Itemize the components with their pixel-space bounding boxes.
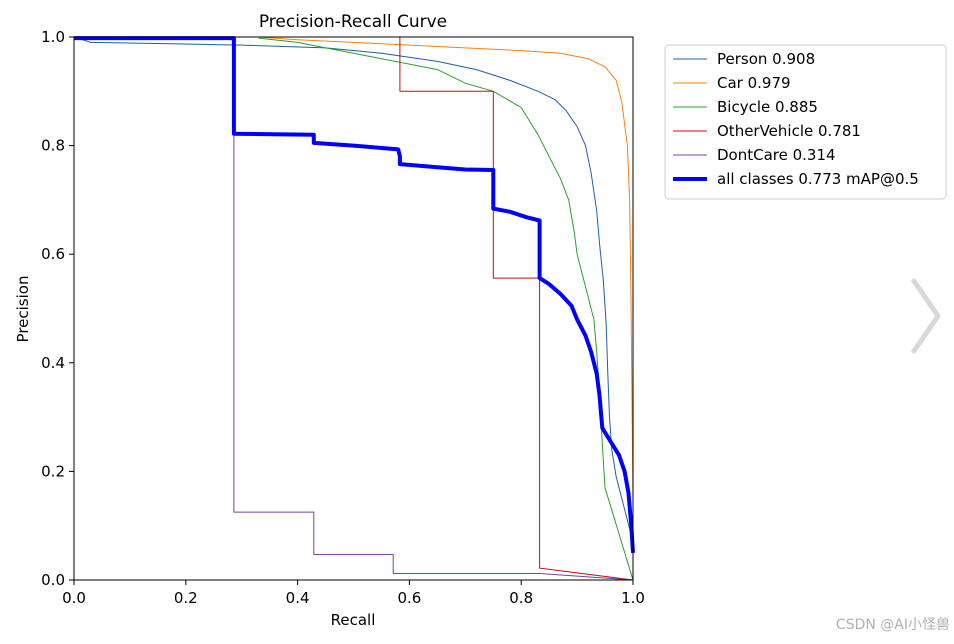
x-tick-label: 0.8 bbox=[509, 589, 533, 607]
legend-label: Car 0.979 bbox=[717, 74, 791, 92]
series-line-othervehicle bbox=[399, 37, 634, 581]
legend-label: Person 0.908 bbox=[717, 50, 815, 68]
axes-frame bbox=[73, 36, 634, 581]
y-axis-label: Precision bbox=[14, 276, 32, 343]
x-tick-label: 0.4 bbox=[286, 589, 310, 607]
legend-label: Bicycle 0.885 bbox=[717, 98, 818, 116]
series-line-dontcare bbox=[233, 37, 634, 581]
y-tick-label: 0.8 bbox=[41, 137, 65, 155]
series-line-car bbox=[258, 36, 634, 580]
legend-label: OtherVehicle 0.781 bbox=[717, 122, 861, 140]
axes: 0.0 0.2 0.4 0.6 0.8 1.0 0.0 0.2 0.4 0.6 0.8 1.0 bbox=[41, 28, 645, 607]
y-tick-label: 0.0 bbox=[41, 571, 65, 589]
series-line-all bbox=[74, 36, 635, 554]
next-arrow-button[interactable] bbox=[911, 278, 941, 354]
x-tick-label: 1.0 bbox=[621, 589, 645, 607]
chevron-right-icon bbox=[911, 278, 941, 354]
x-axis-label: Recall bbox=[331, 611, 376, 629]
watermark: CSDN @AI小怪兽 bbox=[836, 617, 950, 633]
x-tick-label: 0.0 bbox=[62, 589, 86, 607]
legend: Person 0.908 Car 0.979 Bicycle 0.885 OtherV… bbox=[664, 44, 947, 200]
legend-label: DontCare 0.314 bbox=[717, 146, 836, 164]
y-tick-label: 0.4 bbox=[41, 354, 65, 372]
y-tick-label: 1.0 bbox=[41, 28, 65, 46]
x-tick-label: 0.2 bbox=[174, 589, 198, 607]
plot-area bbox=[73, 36, 635, 581]
legend-box bbox=[664, 44, 947, 200]
legend-label: all classes 0.773 mAP@0.5 bbox=[717, 170, 919, 188]
series-line-bicycle bbox=[258, 37, 634, 581]
y-tick-label: 0.6 bbox=[41, 245, 65, 263]
y-tick-label: 0.2 bbox=[41, 462, 65, 480]
x-tick-label: 0.6 bbox=[397, 589, 421, 607]
chart-title: Precision-Recall Curve bbox=[259, 12, 447, 32]
